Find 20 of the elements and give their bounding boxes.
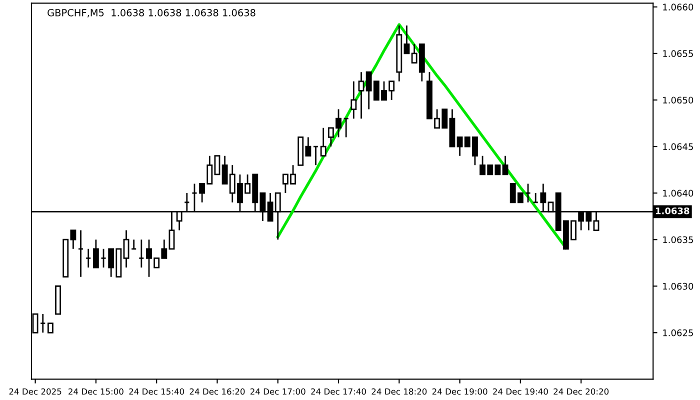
y-tick-label: 1.0655 (663, 50, 693, 58)
x-tick-label: 24 Dec 19:40 (493, 388, 548, 395)
y-tick-label: 1.0645 (663, 143, 693, 150)
x-tick-label: 24 Dec 15:00 (68, 388, 124, 395)
y-tick-label: 1.0650 (663, 96, 694, 104)
y-tick-label: 1.0625 (663, 329, 693, 336)
y-tick-label: 1.0630 (663, 282, 694, 290)
y-tick-label: 1.0640 (663, 190, 694, 197)
x-tick-label: 24 Dec 20:20 (554, 388, 609, 395)
x-tick-label: 24 Dec 17:40 (311, 388, 366, 395)
x-tick-label: 24 Dec 2025 (9, 388, 62, 395)
y-tick-label: 1.0660 (663, 4, 694, 10)
x-tick-label: 24 Dec 19:00 (432, 388, 488, 395)
x-tick-label: 24 Dec 17:00 (250, 388, 306, 395)
x-tick-label: 24 Dec 16:20 (190, 388, 245, 395)
y-tick-label: 1.0635 (663, 236, 693, 244)
ref-line-label: 1.0638 (656, 207, 690, 214)
x-tick-label: 24 Dec 15:40 (129, 388, 184, 395)
text: GBPCHF,M5 1.0638 1.0638 1.0638 1.0638 (48, 9, 256, 18)
x-tick-label: 24 Dec 18:20 (372, 388, 427, 395)
